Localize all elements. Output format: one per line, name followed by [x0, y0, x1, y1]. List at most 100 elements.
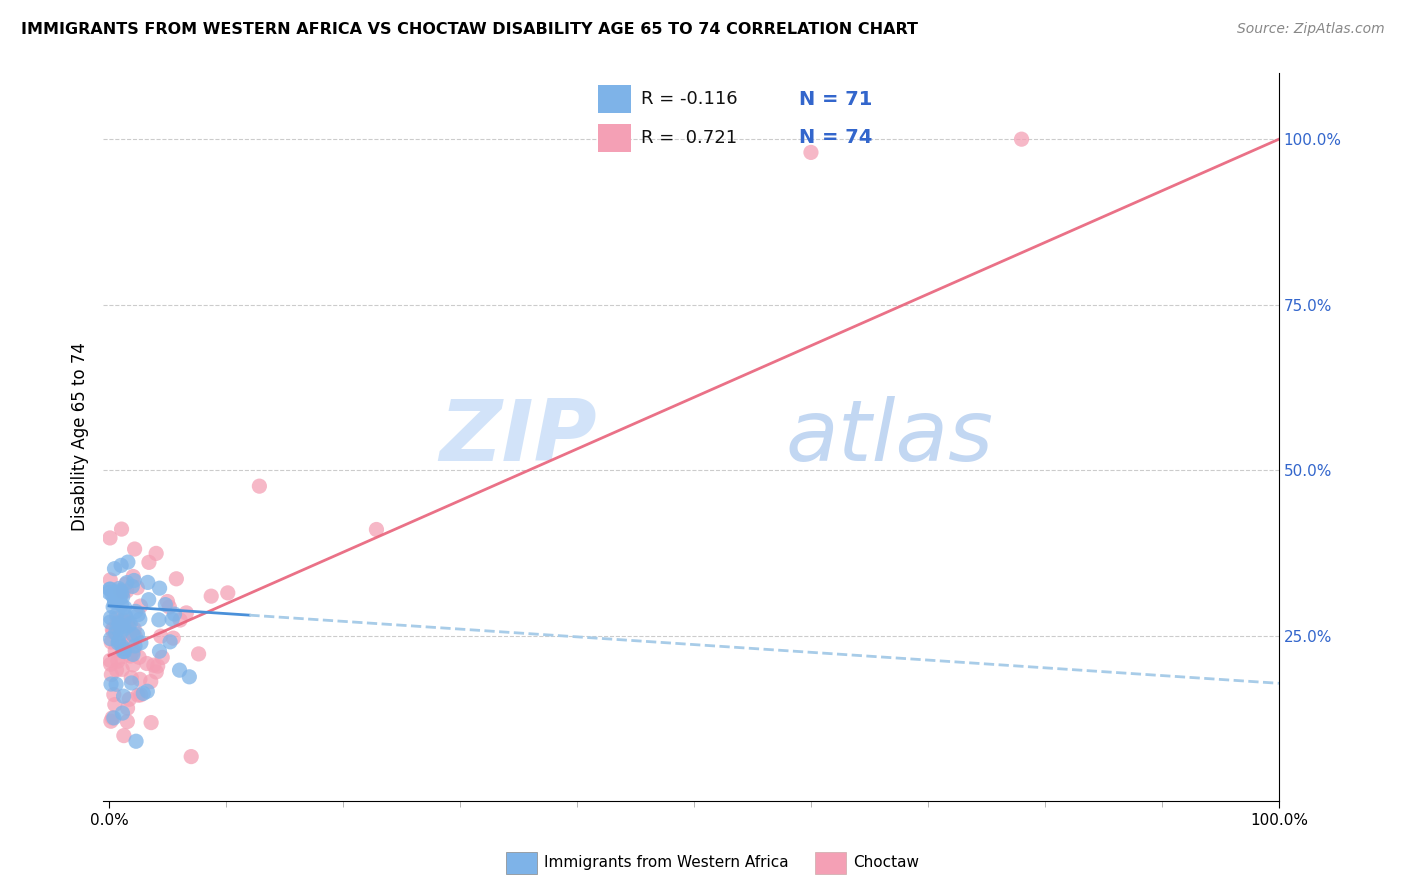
- Y-axis label: Disability Age 65 to 74: Disability Age 65 to 74: [72, 343, 89, 532]
- Point: [120, 625, 142, 640]
- Point: [98, 585, 121, 599]
- Point: [115, 575, 138, 590]
- Point: [103, 688, 125, 702]
- Point: [117, 714, 139, 729]
- Point: [100, 667, 122, 681]
- Point: [136, 575, 159, 590]
- Point: [122, 622, 145, 636]
- Point: [98, 573, 121, 587]
- Point: [114, 600, 136, 615]
- Point: [136, 684, 159, 698]
- Point: [112, 642, 135, 657]
- Point: [111, 590, 134, 604]
- Point: [129, 599, 152, 613]
- Point: [179, 670, 201, 684]
- Point: [114, 644, 136, 658]
- Point: [165, 572, 187, 586]
- Point: [122, 644, 145, 658]
- Point: [117, 619, 139, 633]
- Point: [160, 612, 183, 626]
- Point: [104, 591, 127, 606]
- Point: [111, 598, 134, 612]
- Point: [103, 624, 125, 639]
- Text: Source: ZipAtlas.com: Source: ZipAtlas.com: [1237, 22, 1385, 37]
- Point: [145, 546, 167, 560]
- Point: [128, 612, 150, 626]
- Point: [104, 698, 127, 712]
- Point: [107, 615, 129, 629]
- Point: [122, 657, 145, 672]
- Point: [145, 665, 167, 679]
- Point: [122, 648, 145, 662]
- Point: [111, 639, 134, 653]
- Point: [105, 663, 128, 677]
- Point: [155, 598, 177, 612]
- Point: [169, 663, 191, 677]
- Point: [98, 582, 121, 597]
- Point: [128, 673, 150, 687]
- Point: [117, 701, 139, 715]
- Point: [110, 558, 132, 573]
- Point: [1011, 132, 1033, 146]
- Point: [121, 676, 143, 690]
- Point: [100, 632, 122, 646]
- Point: [101, 623, 124, 637]
- Point: [120, 671, 142, 685]
- Point: [100, 635, 122, 649]
- Point: [114, 610, 136, 624]
- Point: [110, 619, 132, 633]
- Point: [107, 636, 129, 650]
- Point: [217, 586, 239, 600]
- Point: [103, 711, 125, 725]
- Point: [132, 686, 155, 700]
- Point: [98, 615, 121, 629]
- Point: [200, 589, 222, 603]
- Point: [107, 635, 129, 649]
- Point: [103, 591, 125, 606]
- Text: atlas: atlas: [785, 395, 993, 478]
- Point: [111, 662, 134, 676]
- Point: [122, 574, 145, 588]
- Point: [138, 592, 160, 607]
- Point: [111, 586, 134, 600]
- Point: [117, 636, 139, 650]
- Point: [148, 613, 170, 627]
- Point: [104, 643, 127, 657]
- Text: Immigrants from Western Africa: Immigrants from Western Africa: [544, 855, 789, 870]
- Point: [114, 622, 136, 636]
- Point: [127, 627, 149, 641]
- Point: [149, 581, 172, 595]
- Point: [107, 582, 129, 596]
- Point: [107, 634, 129, 648]
- Point: [176, 606, 198, 620]
- Point: [104, 626, 127, 640]
- Point: [120, 648, 142, 663]
- Point: [139, 715, 162, 730]
- Point: [110, 583, 132, 598]
- Point: [107, 616, 129, 631]
- Point: [180, 749, 202, 764]
- Point: [112, 584, 135, 599]
- Point: [100, 610, 122, 624]
- Point: [117, 555, 139, 569]
- Point: [139, 674, 162, 689]
- Point: [114, 577, 136, 591]
- Point: [124, 639, 146, 653]
- Point: [101, 711, 124, 725]
- Point: [125, 604, 148, 618]
- Point: [111, 619, 134, 633]
- Point: [101, 599, 124, 614]
- Point: [127, 581, 149, 595]
- Point: [105, 607, 128, 622]
- Point: [124, 542, 146, 557]
- Point: [112, 689, 135, 703]
- Point: [111, 649, 134, 664]
- Point: [129, 688, 152, 702]
- Point: [105, 611, 128, 625]
- Point: [135, 657, 157, 671]
- Point: [127, 688, 149, 702]
- Point: [122, 569, 145, 583]
- Point: [366, 523, 388, 537]
- Point: [163, 607, 186, 621]
- Point: [100, 714, 122, 729]
